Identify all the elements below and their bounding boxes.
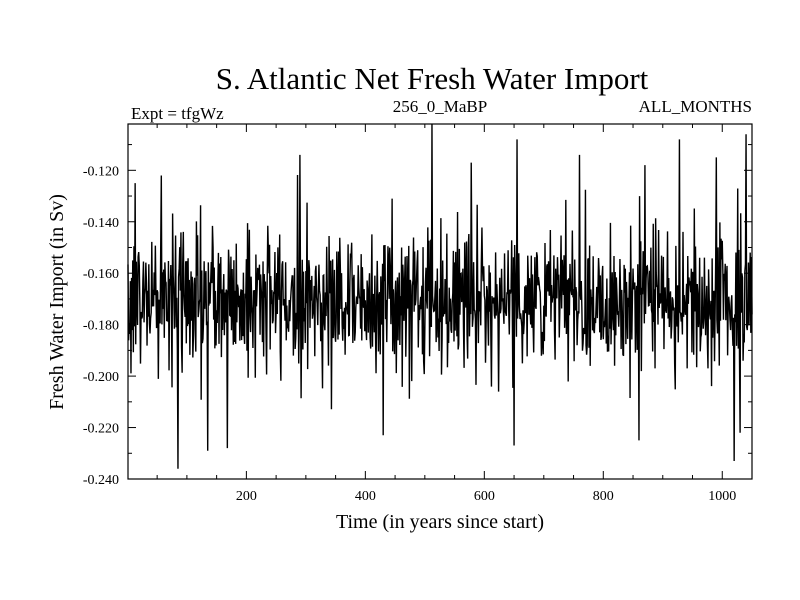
x-tick-label: 800 [593,489,614,504]
y-tick-label: -0.120 [83,164,119,179]
subtitle-experiment: Expt = tfgWz [131,104,224,123]
y-tick-label: -0.220 [83,422,119,437]
plot-frame [127,123,753,480]
y-tick-label: -0.180 [83,319,119,334]
chart-title: S. Atlantic Net Fresh Water Import [216,61,649,96]
x-tick-label: 1000 [708,489,736,504]
subtitle-period: 256_0_MaBP [393,97,487,116]
y-tick-label: -0.160 [83,267,119,282]
x-axis-label: Time (in years since start) [336,511,544,533]
subtitle-months: ALL_MONTHS [639,97,752,116]
x-tick-label: 600 [474,489,495,504]
y-axis-label: Fresh Water Import (in Sv) [46,194,68,410]
y-tick-label: -0.240 [83,473,119,488]
x-tick-label: 400 [355,489,376,504]
y-tick-label: -0.140 [83,216,119,231]
axis-ticks: 200 400 600 800 1000 -0.120 -0.140 -0.160 -0.180… [83,124,752,504]
y-tick-label: -0.200 [83,370,119,385]
data-series-line [127,123,753,469]
x-tick-label: 200 [236,489,257,504]
